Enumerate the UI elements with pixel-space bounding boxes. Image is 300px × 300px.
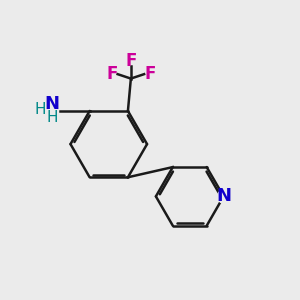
Text: H: H [46, 110, 58, 125]
Text: N: N [44, 94, 59, 112]
Text: F: F [144, 65, 156, 83]
Text: H: H [34, 102, 46, 117]
Text: F: F [106, 65, 117, 83]
Text: N: N [216, 188, 231, 206]
Text: F: F [125, 52, 136, 70]
